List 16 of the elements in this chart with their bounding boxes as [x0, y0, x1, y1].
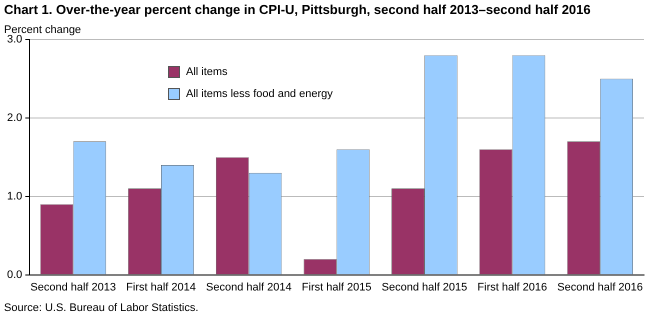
x-tick-label: First half 2016 — [477, 281, 548, 294]
legend-label: All items — [186, 66, 228, 78]
y-axis-title: Percent change — [4, 24, 82, 36]
x-tick-label: Second half 2016 — [557, 281, 643, 294]
y-tick-label: 0.0 — [6, 268, 22, 281]
y-tick-label: 1.0 — [6, 190, 22, 202]
y-tick-label: 2.0 — [6, 112, 22, 124]
chart-title: Chart 1. Over-the-year percent change in CPI-U, Pittsburgh, second half 2013–second half 2016 — [4, 2, 591, 17]
x-tick-label: First half 2014 — [126, 281, 196, 294]
source-note: Source: U.S. Bureau of Labor Statistics. — [4, 302, 198, 314]
x-tick-label: First half 2015 — [302, 281, 372, 294]
x-tick-label: Second half 2015 — [382, 281, 468, 294]
x-tick-label: Second half 2014 — [206, 281, 292, 294]
x-tick-label: Second half 2013 — [30, 281, 116, 294]
legend-label: All items less food and energy — [186, 88, 333, 100]
y-tick-label: 3.0 — [6, 34, 22, 46]
